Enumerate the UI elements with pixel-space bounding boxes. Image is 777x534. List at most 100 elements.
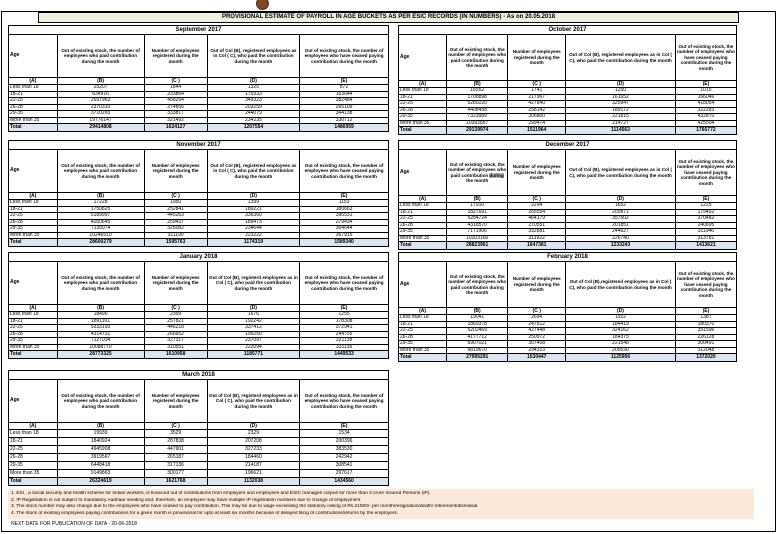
data-cell: 322283	[674, 106, 738, 114]
data-cell: 196621	[206, 469, 301, 478]
total-cell: 1624127	[143, 123, 208, 132]
col-letter: (D)	[565, 80, 676, 88]
table-march-2018: March 2018 Age Out of existing stock, the …	[8, 370, 389, 486]
letter-row: (A) (B) (C ) (D) (E)	[8, 77, 389, 85]
table-row: 22-25 5189997 445263 336360 395531	[8, 212, 389, 220]
col-letter: (D)	[206, 422, 301, 430]
age-bucket-table: Age Out of existing stock, the number of …	[8, 379, 389, 486]
total-cell: 28600279	[56, 238, 145, 247]
col-letter: (A)	[8, 192, 58, 200]
table-row: Less than 18 19939 3529 2329 1534	[8, 429, 389, 438]
footnote: 3. The stock number may also change due …	[11, 504, 479, 510]
col-header: Age	[397, 261, 448, 308]
selected-word-highlight: during	[489, 172, 504, 178]
age-cell: 26-28	[397, 106, 448, 114]
footnote: 4. The stock of existing employees payin…	[11, 510, 399, 516]
data-cell: 4408458	[446, 106, 509, 114]
data-cell: 242942	[299, 453, 389, 462]
data-cell: 203259	[206, 103, 301, 111]
data-cell: 1708898	[446, 93, 509, 101]
data-cell: 175333	[206, 90, 301, 98]
table-row: 26-28 2370310 274856 203259 265109	[8, 103, 389, 111]
table-january-2018: January 2018 Age Out of existing stock, th…	[8, 252, 389, 359]
data-cell: 5289220	[446, 100, 509, 108]
total-cell: 1595763	[143, 238, 208, 247]
table-row: Less than 18 16552 1741 1250 1015	[397, 87, 738, 95]
sheet-outer-border	[1, 11, 776, 532]
total-cell: 1185771	[206, 350, 301, 359]
table-november-2017: November 2017 Age Out of existing stock, t…	[8, 140, 389, 247]
age-bucket-table: Age Out of existing stock, the number of …	[8, 34, 389, 132]
table-october-2017: October 2017 Age Out of existing stock, th…	[397, 25, 738, 135]
data-cell: 217967	[507, 93, 567, 101]
col-header: Out of Col (B), registered employees as …	[206, 34, 301, 78]
data-cell: 258142	[507, 106, 567, 114]
total-cell: 28773325	[56, 350, 145, 359]
total-row: Total 26324619 1621768 1132038 1434560	[8, 477, 389, 486]
total-label: Total	[397, 353, 448, 362]
total-cell: 1233243	[565, 241, 676, 250]
data-cell: 383530	[299, 445, 389, 454]
col-letter: (E)	[299, 77, 389, 85]
total-row: Total 29139974 1511964 1114563 1765772	[397, 126, 738, 135]
footnote: 1. ESI , a social security and health sc…	[11, 491, 431, 496]
col-header: Number of employees registered during th…	[143, 261, 208, 305]
total-label: Total	[8, 238, 58, 247]
col-letter: (D)	[206, 77, 301, 85]
data-cell: 1840924	[56, 437, 145, 446]
total-cell: 1511964	[507, 126, 567, 135]
col-header: Out of Col (B), registered employees as …	[565, 149, 676, 196]
col-header: Number of employees registered during th…	[507, 261, 567, 308]
data-cell: 4945908	[56, 445, 145, 454]
table-row: More than 35 9149863 300177 196621 297617	[8, 469, 389, 478]
col-letter: (B)	[56, 77, 145, 85]
data-cell: 344138	[299, 110, 389, 118]
data-cell: 447901	[143, 445, 208, 454]
data-cell: 19939	[56, 429, 145, 438]
col-letter: (D)	[565, 195, 676, 203]
data-cell: 872	[299, 84, 389, 92]
letter-row: (A) (B) (C ) (D) (E)	[8, 422, 389, 430]
col-letter: (C )	[143, 422, 208, 430]
total-label: Total	[397, 241, 448, 250]
data-cell: 287838	[143, 437, 208, 446]
total-row: Total 28773325 1610958 1185771 1449533	[8, 350, 389, 359]
data-cell: 1015	[674, 87, 738, 95]
col-letter: (C )	[507, 80, 567, 88]
data-cell: 1741	[507, 87, 567, 95]
data-cell: 297617	[299, 469, 389, 478]
age-bucket-table: Age Out of existing stock, the number of …	[8, 149, 389, 247]
col-letter: (C )	[507, 307, 567, 315]
age-cell: Less than 18	[8, 429, 58, 438]
table-row: 22-25 5289220 427840 325947 418054	[397, 100, 738, 108]
data-cell: 6448418	[56, 461, 145, 470]
age-cell: 18-21	[8, 437, 58, 446]
total-cell: 1132038	[206, 477, 301, 486]
col-header: Out of existing stock, the number of emp…	[446, 34, 509, 81]
total-cell: 28823961	[446, 241, 509, 250]
col-header: Out of Col (B), registered employees as …	[206, 149, 301, 193]
data-cell: 3529	[143, 429, 208, 438]
col-letter: (B)	[56, 422, 145, 430]
table-september-2017: September 2017 Age Out of existing stock, …	[8, 25, 389, 132]
data-cell: 308541	[299, 461, 389, 470]
data-cell: 427840	[507, 100, 567, 108]
age-bucket-table: Age Out of existing stock, the number of …	[397, 149, 738, 250]
col-letter: (C )	[507, 195, 567, 203]
total-cell: 27995291	[446, 353, 509, 362]
table-row: More than 35 10392857 299474 214727 425504	[397, 119, 738, 127]
col-header: Number of employees registered during th…	[507, 34, 567, 81]
data-cell: 2329	[206, 429, 301, 438]
col-letter: (B)	[56, 192, 145, 200]
col-letter: (D)	[206, 192, 301, 200]
col-header: Out of Col (B), registered employees as …	[565, 34, 676, 81]
age-bucket-table: Age Out of existing stock, the number of …	[397, 34, 738, 135]
age-bucket-table: Age Out of existing stock, the number of …	[8, 261, 389, 359]
col-header: Out of Col (B),registered employees as i…	[565, 261, 676, 308]
col-letter: (A)	[397, 80, 448, 88]
data-cell: 300177	[143, 469, 208, 478]
total-cell: 1589340	[299, 238, 389, 247]
col-header: Out of existing stock, the number of emp…	[299, 149, 389, 193]
data-cell: 166046	[674, 93, 738, 101]
table-february-2018: February 2018 Age Out of existing stock, t…	[397, 252, 738, 362]
